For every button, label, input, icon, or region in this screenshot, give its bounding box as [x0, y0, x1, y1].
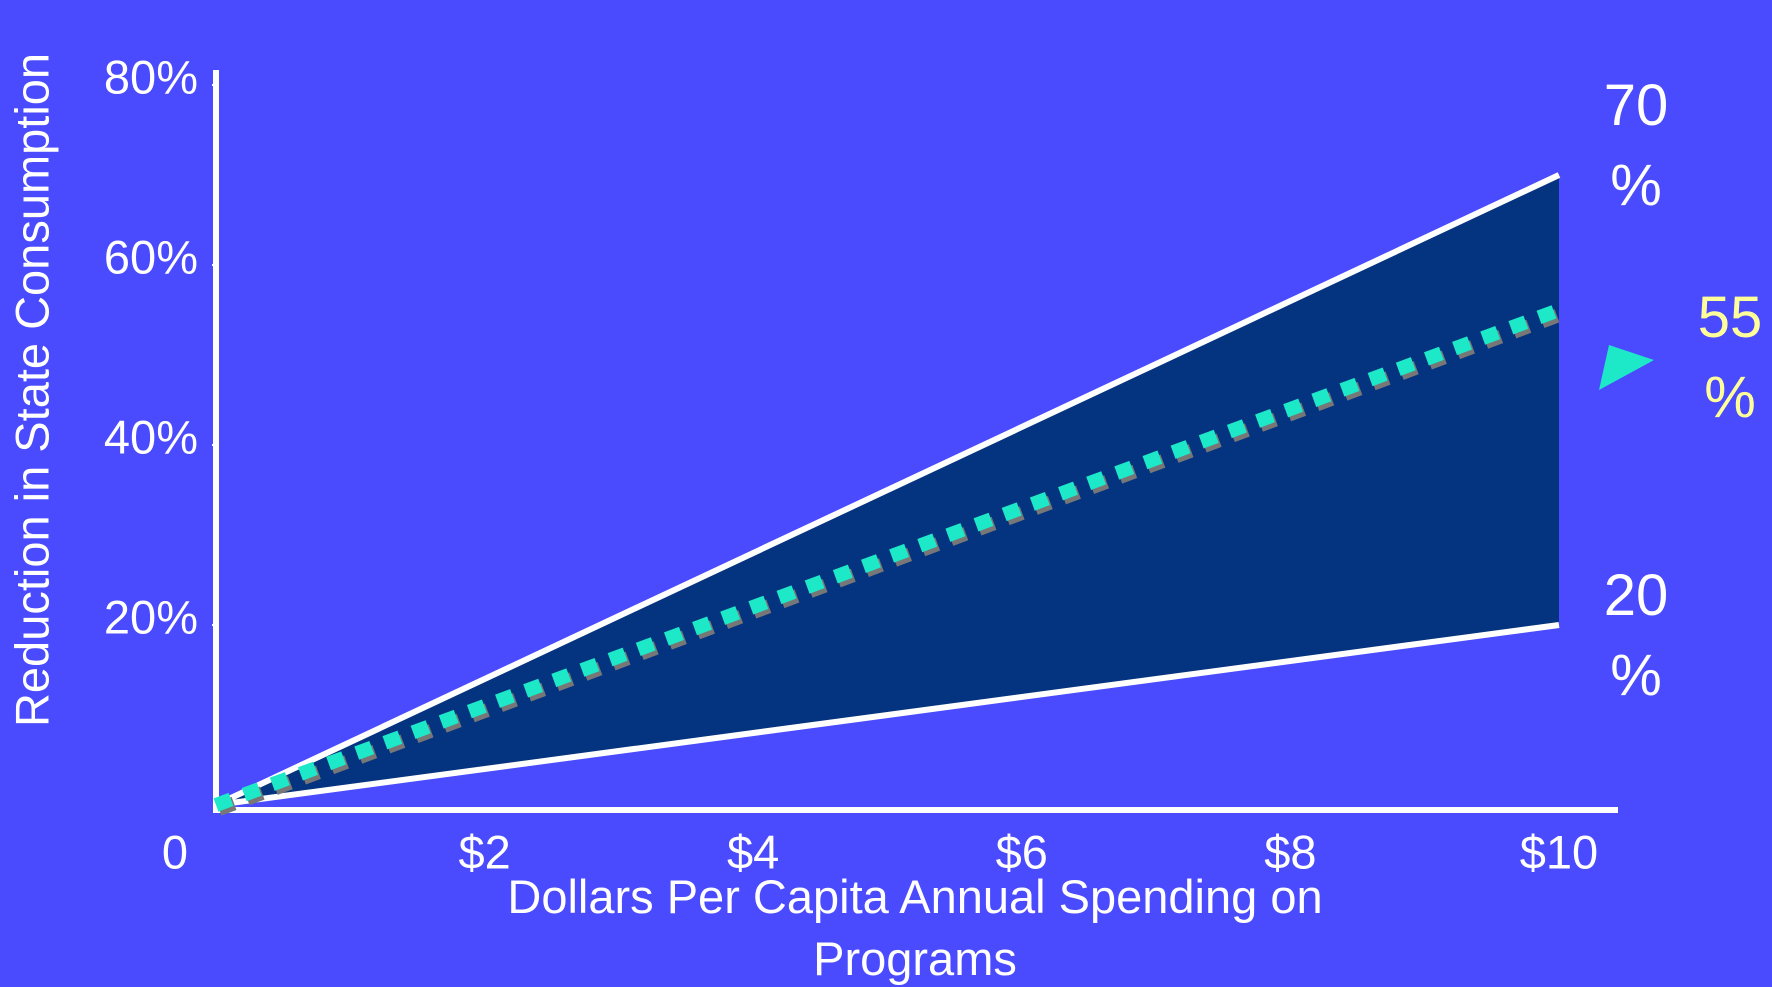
x-tick-label: $6: [996, 825, 1048, 878]
line: [215, 622, 1560, 808]
arrow-head: [1599, 345, 1654, 390]
value-label: 55%: [1698, 285, 1763, 430]
y-tick-label: 40%: [104, 410, 198, 463]
x-tick-label: $8: [1264, 825, 1316, 878]
x-tick-label: $2: [458, 825, 510, 878]
y-tick-label: 20%: [104, 590, 198, 643]
y-tick-label: 60%: [104, 230, 198, 283]
value-label: 70%: [1604, 73, 1669, 218]
value-label: 20%: [1604, 563, 1669, 708]
line: [214, 172, 1561, 808]
x-axis-label: Dollars Per Capita Annual Spending on Pr…: [507, 870, 1323, 985]
x-tick-label: $10: [1520, 825, 1598, 878]
y-tick-label: 80%: [104, 50, 198, 103]
y-axis-label: Reduction in State Consumption: [5, 53, 58, 727]
x-tick-label: $4: [727, 825, 779, 878]
x-tick-label: 0: [162, 825, 188, 878]
